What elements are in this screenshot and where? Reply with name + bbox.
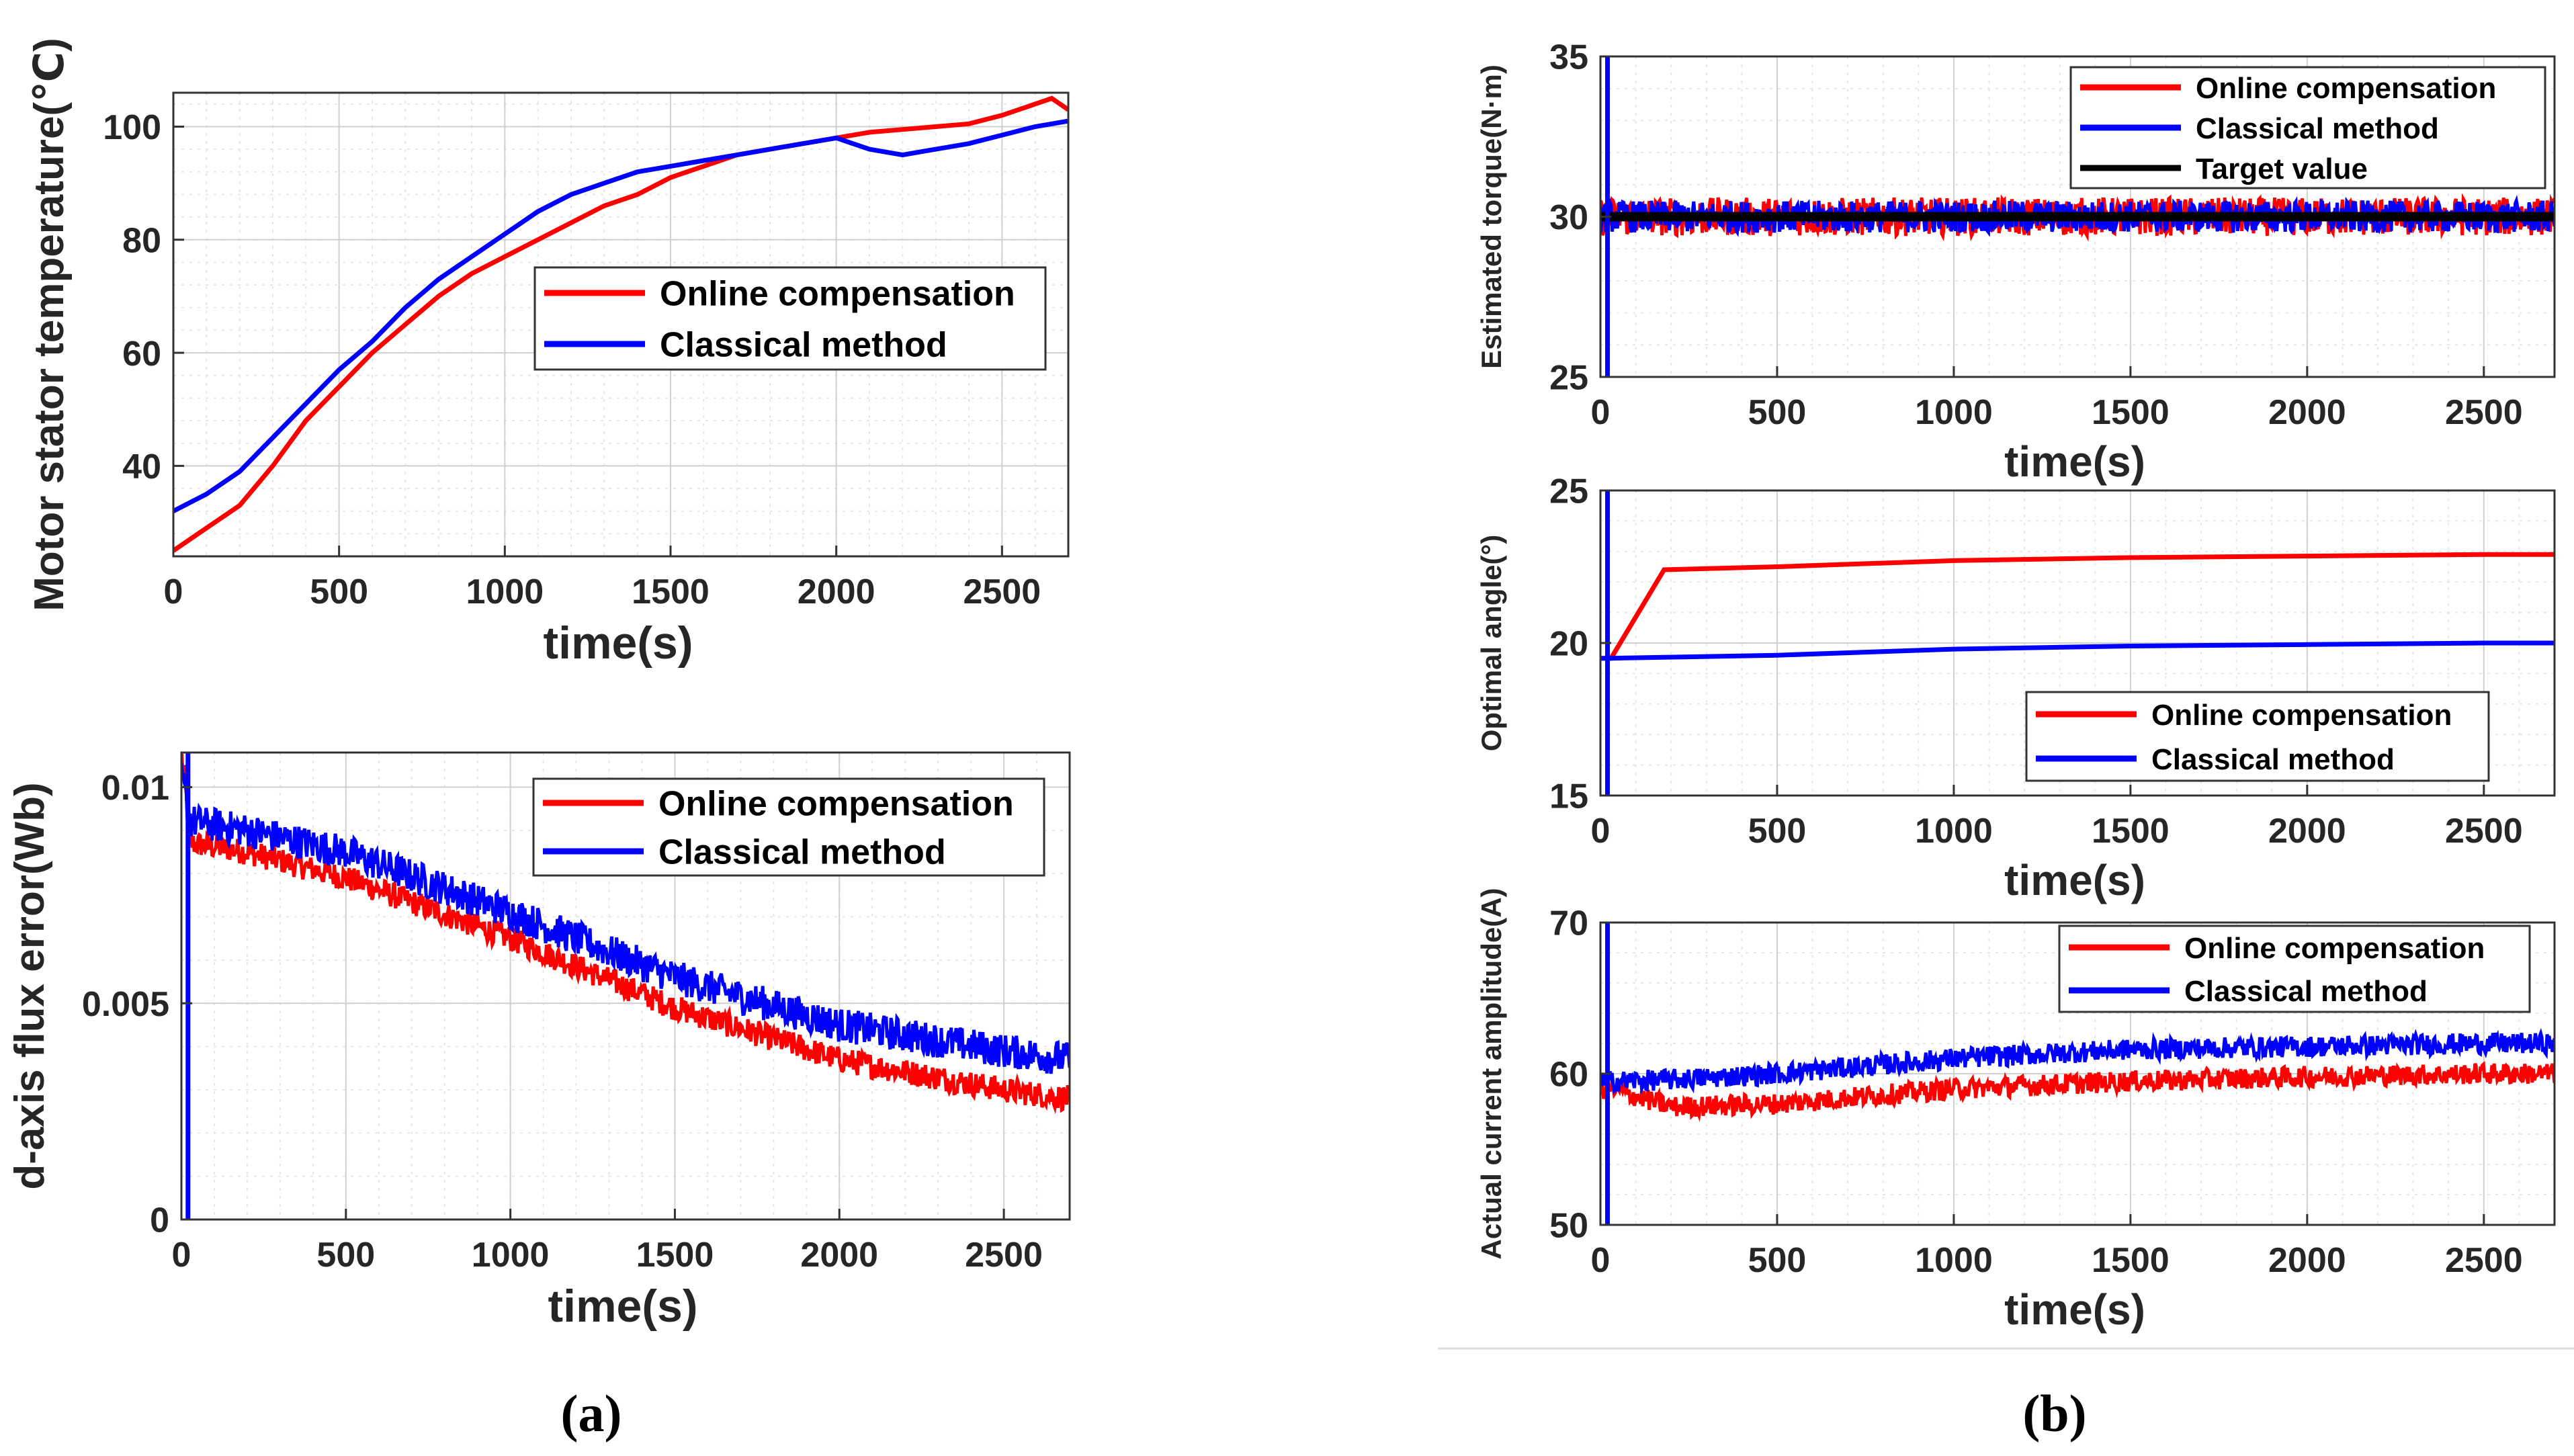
x-tick-label: 2500 — [963, 572, 1041, 611]
axes-box — [172, 91, 1070, 558]
series-online-compensation — [1600, 552, 2555, 661]
legend-box — [2025, 691, 2490, 782]
y-tick-label: 25 — [1549, 359, 1588, 398]
y-tick-label: 60 — [1549, 1056, 1588, 1095]
legend: Online compensation Classical method Targe… — [2069, 66, 2546, 189]
chart-optimal_angle: 0 500 1000 1500 2000 2500 15 20 25 time(s) Optimal… — [1475, 472, 2556, 904]
legend-label-classical-method: Classical method — [2151, 743, 2395, 776]
y-tick-label: 30 — [1549, 198, 1588, 237]
y-axis-label: Estimated torque(N·m) — [1475, 65, 1507, 369]
x-tick-label: 0 — [1591, 393, 1611, 432]
legend-label-classical-method: Classical method — [2196, 112, 2439, 145]
legend-label-classical-method: Classical method — [2184, 975, 2428, 1008]
x-tick-label: 500 — [310, 572, 368, 611]
x-tick-label: 1000 — [1915, 812, 1993, 851]
x-tick-label: 2500 — [2445, 1241, 2523, 1280]
y-tick-label: 40 — [122, 447, 161, 486]
legend-label-online-compensation: Online compensation — [658, 785, 1014, 824]
y-tick-label: 0.01 — [101, 769, 169, 808]
x-tick-label: 0 — [172, 1236, 191, 1275]
chart-stator_temp: 0 500 1000 1500 2000 2500 40 60 80 100 time(s) Moto… — [26, 38, 1070, 669]
x-tick-label: 2500 — [965, 1236, 1043, 1275]
chart-current_amplitude: 0 500 1000 1500 2000 2500 50 60 70 time(s) Actual … — [1475, 888, 2556, 1334]
y-tick-label: 50 — [1549, 1207, 1588, 1246]
series-classical-method — [1600, 640, 2555, 661]
y-tick-label: 60 — [122, 335, 161, 374]
y-tick-label: 0.005 — [82, 985, 169, 1024]
x-axis-label: time(s) — [544, 617, 693, 669]
x-tick-label: 1500 — [2092, 812, 2170, 851]
x-axis-label: time(s) — [2004, 1285, 2145, 1334]
y-tick-label: 25 — [1549, 472, 1588, 511]
x-tick-label: 0 — [164, 572, 183, 611]
legend: Online compensation Classical method — [2025, 691, 2490, 782]
series-classical-method — [173, 118, 1068, 513]
y-axis-label: Motor stator temperature(℃) — [26, 38, 73, 611]
x-tick-label: 500 — [1748, 812, 1807, 851]
series-online-compensation — [181, 753, 1070, 1114]
series-group — [173, 95, 1068, 553]
series-classical-method — [181, 762, 1070, 1074]
legend-box — [532, 777, 1045, 877]
y-tick-label: 100 — [103, 108, 161, 147]
chart-flux_error: 0 500 1000 1500 2000 2500 0 0.005 0.01 time(s) d-a… — [7, 751, 1071, 1332]
x-tick-label: 1000 — [1915, 1241, 1993, 1280]
x-tick-label: 1000 — [472, 1236, 550, 1275]
legend: Online compensation Classical method — [2058, 925, 2531, 1013]
x-tick-label: 2000 — [2268, 812, 2346, 851]
x-tick-label: 1000 — [1915, 393, 1993, 432]
x-axis-label: time(s) — [2004, 437, 2145, 486]
legend-label-online-compensation: Online compensation — [2196, 72, 2496, 105]
y-tick-label: 80 — [122, 222, 161, 261]
legend: Online compensation Classical method — [532, 777, 1045, 877]
chart-torque: 0 500 1000 1500 2000 2500 25 30 35 time(s) Estimat… — [1475, 38, 2556, 486]
legend-label-classical-method: Classical method — [660, 326, 947, 365]
series-online-compensation — [1600, 193, 2555, 242]
x-tick-label: 0 — [1591, 1241, 1611, 1280]
x-tick-label: 0 — [1591, 812, 1611, 851]
y-tick-label: 0 — [150, 1201, 169, 1240]
y-tick-label: 20 — [1549, 625, 1588, 664]
x-axis-label: time(s) — [2004, 856, 2145, 904]
x-tick-label: 1500 — [632, 572, 710, 611]
x-tick-label: 1500 — [636, 1236, 714, 1275]
panel-label-a: (a) — [561, 1384, 622, 1443]
x-tick-label: 2500 — [2445, 812, 2523, 851]
panel-label-b: (b) — [2022, 1384, 2086, 1443]
legend-box — [533, 266, 1047, 371]
legend: Online compensation Classical method — [533, 266, 1047, 371]
series-online-compensation — [1600, 1060, 2555, 1122]
y-axis-label: Actual current amplitude(A) — [1475, 888, 1507, 1259]
y-tick-label: 35 — [1549, 38, 1588, 77]
x-tick-label: 2000 — [2268, 393, 2346, 432]
x-axis-label: time(s) — [548, 1281, 698, 1332]
series-online-compensation — [173, 95, 1068, 553]
legend-label-classical-method: Classical method — [658, 833, 946, 872]
legend-label-online-compensation: Online compensation — [2184, 932, 2485, 965]
y-axis-label: Optimal angle(°) — [1475, 535, 1507, 752]
legend-label-target-value: Target value — [2196, 153, 2368, 185]
x-tick-label: 1500 — [2092, 393, 2170, 432]
y-tick-label: 15 — [1549, 777, 1588, 816]
x-tick-label: 2000 — [800, 1236, 878, 1275]
x-tick-label: 2000 — [798, 572, 875, 611]
x-tick-label: 2500 — [2445, 393, 2523, 432]
series-group — [181, 753, 1070, 1219]
legend-box — [2058, 925, 2531, 1013]
legend-label-online-compensation: Online compensation — [660, 275, 1015, 314]
x-tick-label: 2000 — [2268, 1241, 2346, 1280]
x-tick-label: 500 — [1748, 393, 1807, 432]
x-tick-label: 1000 — [466, 572, 544, 611]
axes-box — [180, 751, 1071, 1221]
x-tick-label: 1500 — [2092, 1241, 2170, 1280]
legend-label-online-compensation: Online compensation — [2151, 699, 2452, 732]
y-tick-label: 70 — [1549, 904, 1588, 943]
x-tick-label: 500 — [1748, 1241, 1807, 1280]
y-axis-label: d-axis flux error(Wb) — [7, 782, 53, 1189]
x-tick-label: 500 — [316, 1236, 375, 1275]
series-classical-method — [1600, 1027, 2555, 1095]
